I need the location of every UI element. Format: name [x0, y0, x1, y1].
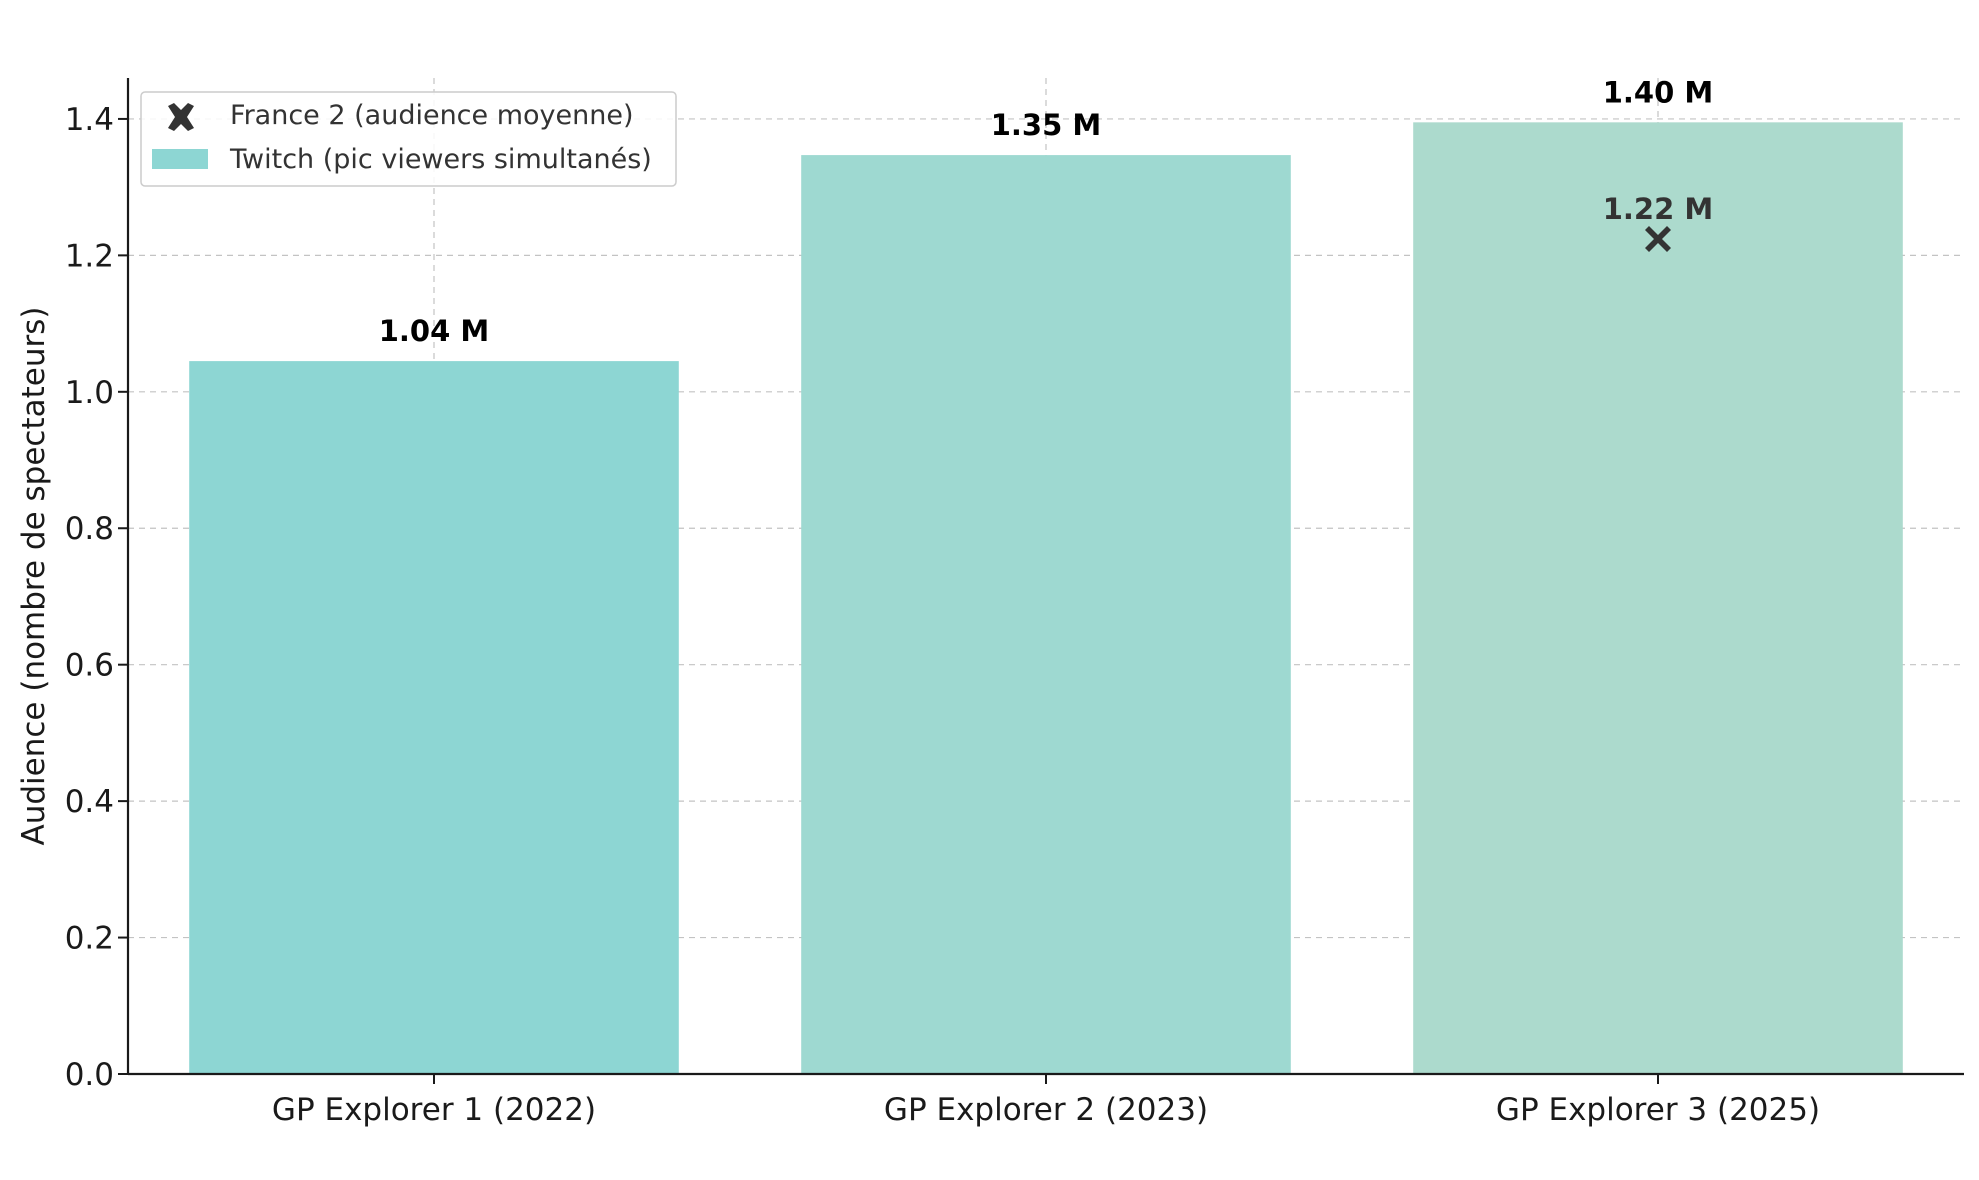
- x-tick-label: GP Explorer 2 (2023): [884, 1092, 1208, 1128]
- y-tick-label: 0.8: [65, 511, 114, 547]
- y-tick-label: 1.2: [65, 238, 114, 274]
- y-tick-label: 1.4: [65, 102, 114, 138]
- y-tick-label: 0.2: [65, 921, 114, 957]
- bar-value-label: 1.04 M: [379, 314, 490, 348]
- axis-layer: [118, 78, 1964, 1084]
- y-tick-label: 0.0: [65, 1057, 114, 1093]
- legend-label-france2: France 2 (audience moyenne): [230, 100, 634, 131]
- bar-value-label: 1.40 M: [1603, 75, 1714, 109]
- legend-marker-x-icon: [168, 103, 194, 131]
- y-tick-label: 0.6: [65, 648, 114, 684]
- bar: [189, 361, 679, 1074]
- legend-swatch-twitch: [152, 149, 208, 169]
- y-tick-label: 1.0: [65, 375, 114, 411]
- y-tick-label: 0.4: [65, 784, 114, 820]
- bar-layer: [189, 122, 1903, 1075]
- x-tick-label: GP Explorer 1 (2022): [272, 1092, 596, 1128]
- bar: [1413, 122, 1903, 1074]
- france2-marker: [1645, 225, 1671, 252]
- legend-frame: [140, 91, 677, 187]
- y-axis-title: Audience (nombre de spectateurs): [16, 307, 52, 846]
- legend-label-twitch: Twitch (pic viewers simultanés): [229, 144, 652, 175]
- bar-value-label: 1.35 M: [991, 108, 1102, 142]
- marker-layer: 1.22 M: [1603, 192, 1714, 252]
- france2-value-label: 1.22 M: [1603, 192, 1714, 226]
- bar: [801, 155, 1291, 1075]
- label-layer: 0.0 0.2 0.4 0.6 0.8 1.0 1.2 1.4 1.04 M 1.35 M 1.40…: [65, 75, 1820, 1128]
- x-tick-label: GP Explorer 3 (2025): [1496, 1092, 1820, 1128]
- legend: France 2 (audience moyenne) Twitch (pic …: [140, 91, 677, 187]
